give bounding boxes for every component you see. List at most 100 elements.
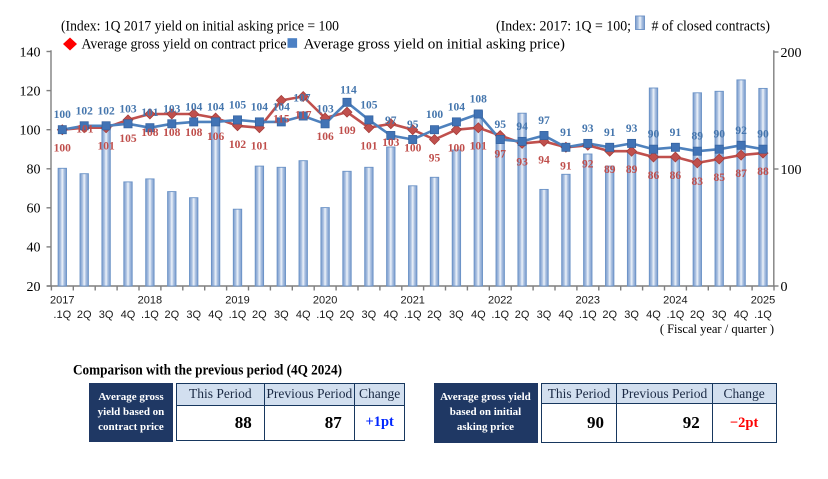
svg-text:109: 109 — [338, 125, 356, 137]
svg-text:92: 92 — [582, 158, 594, 170]
svg-text:2017: 2017 — [50, 295, 74, 307]
svg-text:.1Q: .1Q — [754, 309, 772, 321]
svg-text:101: 101 — [141, 107, 159, 119]
svg-text:3Q: 3Q — [99, 309, 114, 321]
svg-text:91: 91 — [560, 160, 572, 172]
svg-text:97: 97 — [538, 115, 550, 127]
svg-text:90: 90 — [713, 129, 725, 141]
svg-text:108: 108 — [141, 127, 159, 139]
svg-text:104: 104 — [448, 101, 466, 113]
svg-text:60: 60 — [27, 202, 41, 217]
svg-text:103: 103 — [316, 103, 334, 115]
svg-text:40: 40 — [27, 241, 41, 256]
svg-text:20: 20 — [27, 280, 41, 295]
svg-text:89: 89 — [626, 164, 638, 176]
svg-text:.1Q: .1Q — [53, 309, 71, 321]
svg-text:200: 200 — [781, 46, 802, 61]
svg-text:4Q: 4Q — [734, 309, 749, 321]
svg-text:115: 115 — [273, 113, 290, 125]
svg-text:3Q: 3Q — [362, 309, 377, 321]
svg-text:2020: 2020 — [313, 295, 337, 307]
svg-text:86: 86 — [670, 170, 682, 182]
svg-text:4Q: 4Q — [559, 309, 574, 321]
svg-text:103: 103 — [119, 103, 137, 115]
svg-text:2Q: 2Q — [252, 309, 267, 321]
svg-text:2021: 2021 — [400, 295, 424, 307]
svg-text:(Index: 1Q 2017 yield on init: (Index: 1Q 2017 yield on initial asking … — [61, 19, 339, 35]
svg-text:100: 100 — [426, 109, 444, 121]
svg-text:3Q: 3Q — [186, 309, 201, 321]
svg-text:Average gross yield on initia: Average gross yield on initial asking pr… — [304, 37, 566, 53]
svg-text:2Q: 2Q — [340, 309, 355, 321]
svg-text:100: 100 — [54, 109, 72, 121]
svg-text:93: 93 — [516, 156, 528, 168]
svg-text:102: 102 — [97, 105, 115, 117]
svg-text:104: 104 — [251, 101, 269, 113]
svg-text:102: 102 — [229, 139, 247, 151]
svg-text:102: 102 — [76, 105, 94, 117]
svg-text:( Fiscal year / quarter ): ( Fiscal year / quarter ) — [660, 322, 774, 336]
svg-text:106: 106 — [316, 131, 334, 143]
svg-text:3Q: 3Q — [624, 309, 639, 321]
svg-text:91: 91 — [604, 127, 616, 139]
svg-text:2018: 2018 — [138, 295, 162, 307]
svg-text:2Q: 2Q — [427, 309, 442, 321]
svg-text:85: 85 — [713, 172, 725, 184]
svg-text:4Q: 4Q — [208, 309, 223, 321]
svg-text:95: 95 — [429, 153, 441, 165]
svg-text:# of closed contracts): # of closed contracts) — [652, 19, 771, 35]
svg-text:.1Q: .1Q — [404, 309, 422, 321]
svg-text:101: 101 — [251, 141, 269, 153]
svg-text:105: 105 — [229, 99, 247, 111]
svg-text:89: 89 — [692, 131, 704, 143]
svg-text:3Q: 3Q — [449, 309, 464, 321]
svg-text:103: 103 — [163, 103, 181, 115]
svg-text:91: 91 — [560, 127, 572, 139]
svg-text:97: 97 — [385, 115, 397, 127]
svg-text:108: 108 — [163, 127, 181, 139]
svg-text:107: 107 — [293, 93, 311, 105]
svg-text:104: 104 — [185, 101, 203, 113]
svg-text:94: 94 — [516, 121, 528, 133]
svg-text:95: 95 — [407, 119, 419, 131]
svg-text:Comparison with the previous p: Comparison with the previous period (4Q … — [73, 363, 342, 379]
svg-text:3Q: 3Q — [274, 309, 289, 321]
svg-text:92: 92 — [735, 125, 747, 137]
svg-text:90: 90 — [648, 129, 660, 141]
svg-text:100: 100 — [54, 143, 72, 155]
svg-text:106: 106 — [207, 131, 225, 143]
svg-text:2024: 2024 — [663, 295, 687, 307]
svg-text:100: 100 — [448, 143, 466, 155]
svg-text:101: 101 — [76, 124, 94, 136]
svg-text:108: 108 — [470, 94, 488, 106]
svg-text:108: 108 — [185, 127, 203, 139]
svg-text:.1Q: .1Q — [579, 309, 597, 321]
svg-text:2023: 2023 — [576, 295, 600, 307]
svg-text:101: 101 — [360, 141, 378, 153]
svg-text:(Index: 2017: 1Q = 100;: (Index: 2017: 1Q = 100; — [496, 19, 631, 35]
svg-text:101: 101 — [470, 141, 488, 153]
svg-text:0: 0 — [781, 280, 788, 295]
svg-text:114: 114 — [340, 84, 357, 96]
svg-text:105: 105 — [119, 133, 137, 145]
svg-text:93: 93 — [582, 123, 594, 135]
svg-text:4Q: 4Q — [471, 309, 486, 321]
svg-text:93: 93 — [626, 123, 638, 135]
svg-text:.1Q: .1Q — [667, 309, 685, 321]
svg-text:4Q: 4Q — [121, 309, 136, 321]
svg-text:.1Q: .1Q — [229, 309, 247, 321]
svg-text:2022: 2022 — [488, 295, 512, 307]
svg-text:105: 105 — [360, 99, 378, 111]
svg-text:83: 83 — [692, 176, 704, 188]
svg-text:2Q: 2Q — [602, 309, 617, 321]
svg-text:4Q: 4Q — [383, 309, 398, 321]
svg-text:95: 95 — [494, 119, 506, 131]
svg-text:104: 104 — [207, 101, 225, 113]
svg-text:80: 80 — [27, 163, 41, 178]
svg-text:.1Q: .1Q — [141, 309, 159, 321]
svg-text:94: 94 — [538, 154, 550, 166]
svg-text:91: 91 — [670, 127, 682, 139]
svg-text:4Q: 4Q — [296, 309, 311, 321]
svg-text:3Q: 3Q — [537, 309, 552, 321]
svg-text:.1Q: .1Q — [316, 309, 334, 321]
